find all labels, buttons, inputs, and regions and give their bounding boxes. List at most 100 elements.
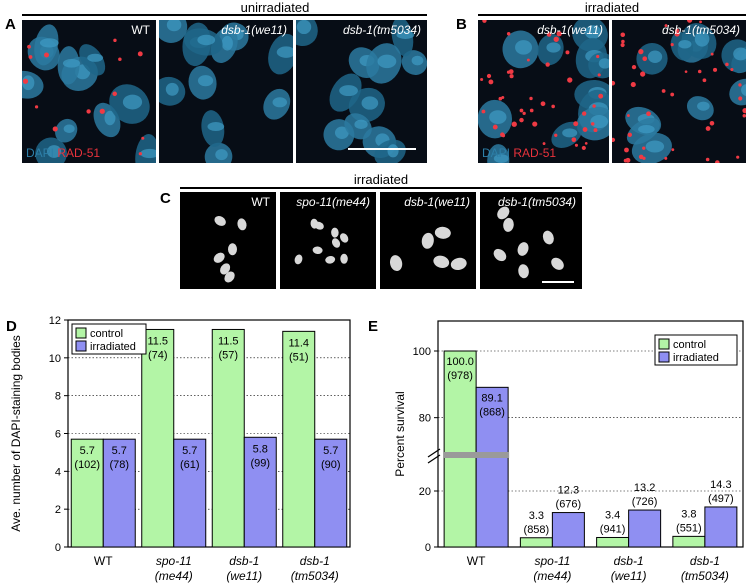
dapi-body — [340, 253, 348, 264]
panel-b-group-rule — [478, 14, 746, 16]
panel-label-e: E — [368, 318, 379, 335]
x-tick-label: dsb-1 — [300, 554, 330, 568]
rad51-focus — [581, 111, 587, 116]
rad51-focus — [709, 120, 715, 126]
dapi-body — [551, 257, 564, 270]
dapi-body — [237, 218, 247, 231]
bar-n-label: (868) — [479, 406, 505, 418]
rad51-focus — [640, 71, 646, 77]
rad51-focus — [22, 78, 29, 84]
dapi-body — [325, 255, 336, 264]
nucleus-highlight — [272, 97, 288, 108]
rad51-focus — [118, 57, 122, 62]
stain-dapi-label: DAPI — [482, 146, 511, 160]
dapi-body — [518, 264, 529, 279]
nucleus-highlight — [546, 42, 561, 53]
bar-value-label: 3.8 — [681, 508, 696, 520]
micrograph-c3 — [389, 226, 467, 272]
bar-value-label: 13.2 — [634, 482, 655, 494]
rad51-focus — [488, 79, 494, 85]
rad51-focus — [598, 93, 604, 99]
x-tick-label: dsb-1 — [229, 554, 259, 568]
rad51-focus — [480, 77, 484, 82]
dapi-body — [227, 243, 237, 256]
panel-b-group-title: irradiated — [584, 0, 640, 15]
rad51-focus — [664, 24, 668, 28]
y-tick-label: 2 — [55, 504, 61, 516]
bar-irradiated — [243, 436, 277, 548]
nucleus-highlight — [733, 47, 746, 61]
x-tick-label: WT — [467, 554, 486, 568]
nucleus-highlight — [46, 145, 62, 158]
rad51-focus — [584, 142, 588, 145]
bar-n-label: (726) — [632, 496, 658, 508]
micrograph-c1 — [213, 216, 247, 283]
bar-n-label: (99) — [250, 457, 270, 469]
dapi-body — [224, 271, 235, 283]
dapi-body — [220, 263, 231, 275]
rad51-focus — [697, 69, 702, 74]
bar-control — [282, 330, 316, 548]
dapi-body — [389, 255, 403, 272]
x-tick-label: spo-11 — [534, 554, 570, 568]
panel-c-image-wt: WT — [180, 192, 276, 289]
nucleus-highlight — [197, 34, 216, 46]
axis-break-mark — [427, 448, 441, 458]
dapi-body — [331, 238, 341, 248]
rad51-focus — [498, 96, 503, 101]
bar-value-label: 5.7 — [112, 445, 127, 457]
bar-control — [141, 328, 175, 548]
rad51-focus — [612, 137, 616, 143]
y-tick-label: 6 — [55, 429, 61, 441]
nucleus-highlight — [493, 154, 509, 163]
y-axis-label: Percent survival — [393, 391, 407, 476]
bar-n-label: (858) — [524, 524, 550, 536]
rad51-focus — [138, 152, 143, 156]
rad51-focus — [593, 128, 598, 133]
x-tick-label: WT — [94, 554, 113, 568]
rad51-focus — [553, 36, 559, 42]
stain-legend: DAPI RAD-51 — [26, 146, 100, 160]
nucleus-highlight — [140, 148, 156, 159]
panel-a-group-title: unirradiated — [240, 0, 310, 15]
bar-n-label: (102) — [74, 459, 100, 471]
nucleus-highlight — [697, 101, 710, 111]
rad51-focus — [620, 42, 625, 48]
nucleus-highlight — [87, 53, 104, 62]
panel-b-image-label: dsb-1(tm5034) — [661, 23, 740, 37]
y-tick-label: 12 — [49, 315, 61, 327]
dapi-body — [314, 221, 324, 230]
bar-value-label: 5.8 — [253, 443, 268, 455]
rad51-focus — [529, 108, 534, 113]
nucleus-highlight — [515, 40, 533, 55]
rad51-focus — [738, 83, 742, 87]
bar-n-label: (61) — [180, 459, 200, 471]
chart-e: 0 20 80 100 Percent survival 100.0 (978) 89.1 (8… — [393, 320, 744, 583]
x-tick-label-line2: (we11) — [226, 569, 262, 583]
nucleus-highlight — [354, 119, 368, 130]
bar-control — [70, 438, 104, 548]
rad51-focus — [638, 49, 644, 55]
bar-control — [519, 537, 553, 548]
rad51-focus — [500, 132, 505, 137]
bar-irradiated — [551, 512, 585, 548]
nucleus-highlight — [63, 124, 75, 133]
nucleus-highlight — [166, 20, 182, 32]
nucleus-highlight — [334, 126, 349, 139]
panel-a-image-we11: dsb-1(we11) — [159, 20, 293, 163]
bar-irradiated — [475, 386, 509, 548]
rad51-focus — [529, 96, 533, 101]
rad51-focus — [546, 32, 552, 37]
rad51-focus — [28, 55, 33, 59]
nucleus-highlight — [377, 54, 397, 69]
dapi-body — [214, 216, 226, 226]
panel-c-image-label: spo-11(me44) — [296, 195, 370, 209]
rad51-focus — [631, 64, 637, 70]
nucleus-highlight — [361, 96, 379, 110]
panel-c-image-label: WT — [251, 195, 270, 209]
rad51-focus — [34, 105, 39, 109]
rad51-focus — [492, 124, 498, 130]
nucleus-highlight — [590, 114, 609, 129]
y-tick-label: 4 — [55, 466, 61, 478]
dapi-body — [339, 233, 349, 243]
